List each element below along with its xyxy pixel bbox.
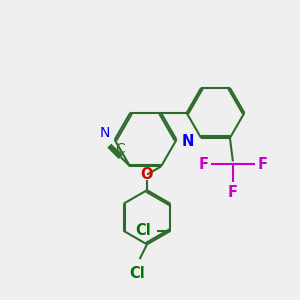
Text: F: F — [257, 157, 267, 172]
Text: O: O — [140, 167, 153, 182]
Text: N: N — [182, 134, 194, 149]
Text: F: F — [228, 185, 238, 200]
Text: F: F — [198, 157, 208, 172]
Text: C: C — [115, 142, 125, 156]
Text: Cl: Cl — [135, 223, 151, 238]
Text: Cl: Cl — [129, 266, 145, 281]
Text: N: N — [100, 127, 110, 140]
